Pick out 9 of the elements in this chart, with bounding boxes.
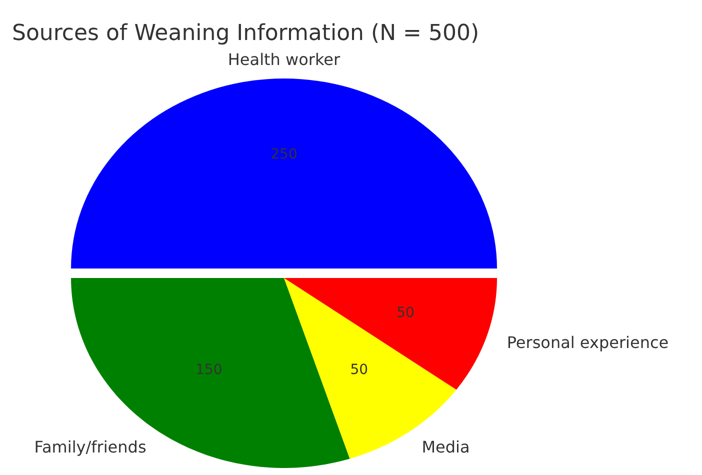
data-label: 50 — [396, 305, 414, 322]
data-label: 50 — [350, 362, 368, 378]
data-label: 250 — [270, 146, 298, 162]
slice-label: Family/friends — [34, 438, 146, 457]
slice-label: Health worker — [228, 50, 341, 69]
data-label: 150 — [196, 362, 222, 378]
slice-label: Personal experience — [506, 333, 669, 352]
slice-label: Media — [422, 438, 470, 457]
chart-title: Sources of Weaning Information (N = 500) — [12, 21, 480, 46]
